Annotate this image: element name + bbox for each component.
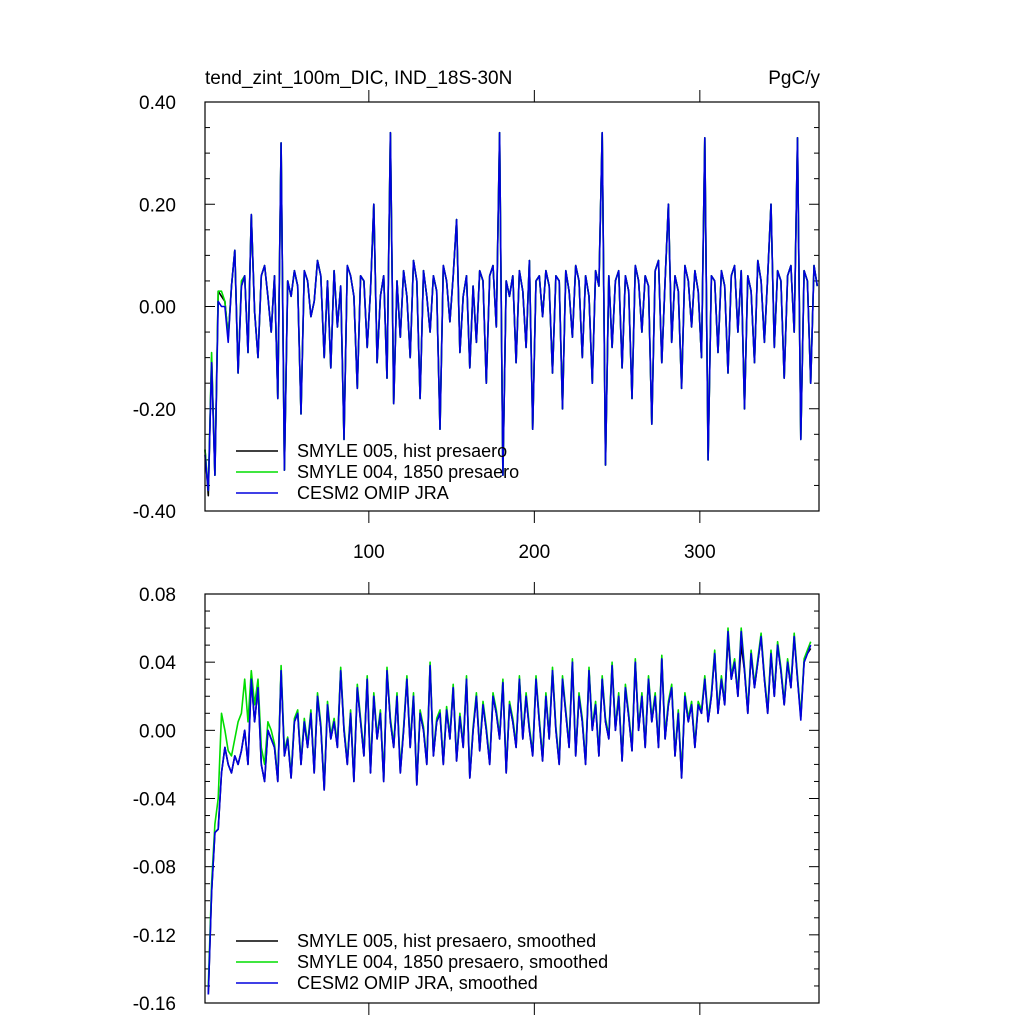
bottom-panel-frame — [204, 593, 820, 1004]
legend-label-2: SMYLE 004, 1850 presaero, smoothed — [297, 952, 608, 972]
bottom-panel-series — [207, 627, 812, 995]
y-tick-label: -0.40 — [133, 502, 176, 523]
top-panel-frame — [204, 101, 820, 512]
bottom-panel-legend: SMYLE 005, hist presaero, smoothedSMYLE … — [236, 931, 608, 993]
y-tick-label: -0.20 — [133, 400, 176, 421]
y-tick-label: 0.08 — [139, 585, 176, 606]
x-tick-label: 100 — [353, 542, 385, 563]
y-tick-label: -0.04 — [133, 790, 177, 811]
top-panel-series — [204, 131, 819, 497]
y-tick-label: -0.12 — [133, 926, 176, 947]
legend-label-3: CESM2 OMIP JRA, smoothed — [297, 973, 538, 993]
y-tick-label: 0.00 — [139, 298, 176, 319]
y-tick-label: -0.08 — [133, 858, 176, 879]
series-line-3 — [204, 131, 819, 492]
top-panel-units: PgC/y — [768, 68, 820, 89]
y-tick-label: -0.16 — [133, 994, 176, 1015]
top-panel-title: tend_zint_100m_DIC, IND_18S-30N — [205, 68, 512, 89]
x-tick-label: 300 — [684, 542, 716, 563]
bottom-panel-ticks: -0.16 -0.12 -0.08 -0.04 0.00 0.04 0.08 — [133, 582, 819, 1015]
y-tick-label: 0.04 — [139, 653, 176, 674]
y-tick-label: 0.40 — [139, 93, 176, 114]
x-tick-label: 200 — [518, 542, 550, 563]
y-tick-label: 0.20 — [139, 195, 176, 216]
y-tick-label: 0.00 — [139, 721, 176, 742]
top-panel: tend_zint_100m_DIC, IND_18S-30N PgC/y -0… — [133, 68, 821, 563]
legend-label-3: CESM2 OMIP JRA — [297, 483, 449, 503]
series-line-3 — [207, 630, 812, 995]
legend-label-1: SMYLE 005, hist presaero, smoothed — [297, 931, 596, 951]
legend-label-2: SMYLE 004, 1850 presaero — [297, 462, 519, 482]
legend-label-1: SMYLE 005, hist presaero — [297, 441, 507, 461]
bottom-panel: -0.16 -0.12 -0.08 -0.04 0.00 0.04 0.08 SMYLE 0… — [133, 582, 820, 1015]
